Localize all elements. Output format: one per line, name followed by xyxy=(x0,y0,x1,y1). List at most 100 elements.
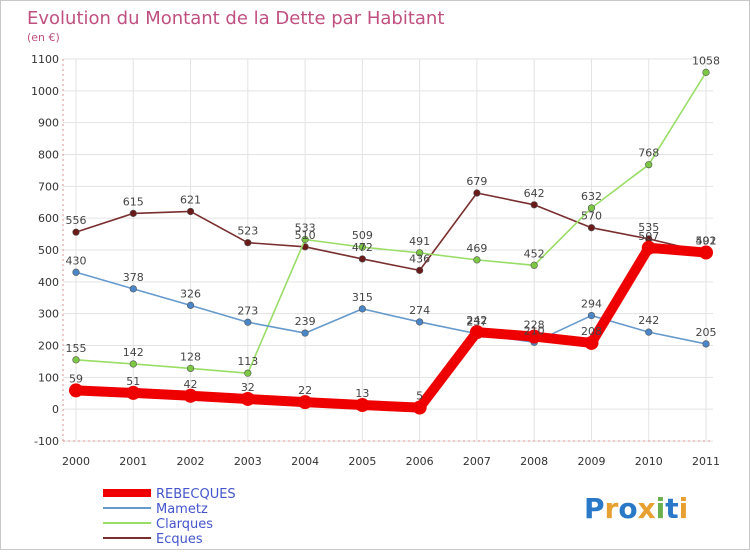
logo-letter: t xyxy=(665,492,678,525)
data-label-ecques: 679 xyxy=(466,175,487,188)
data-point-rebecques xyxy=(240,391,255,406)
series-line-ecques xyxy=(75,192,707,272)
logo-letter: r xyxy=(605,492,619,525)
x-tick-label: 2009 xyxy=(577,455,605,468)
y-tick-label: 800 xyxy=(38,149,59,162)
data-label-mametz: 237 xyxy=(466,316,487,329)
data-point-clarques xyxy=(72,356,80,364)
x-tick-label: 2002 xyxy=(177,455,205,468)
data-point-mametz xyxy=(186,301,195,309)
data-point-mametz xyxy=(358,305,366,313)
data-label-clarques: 768 xyxy=(638,147,659,160)
data-point-rebecques xyxy=(69,383,83,398)
y-tick-label: 300 xyxy=(38,308,59,321)
axes-group: -100 0 100 200 300 400 500 600 700 800 900 1000 1100… xyxy=(31,53,720,468)
data-point-mametz xyxy=(244,318,252,326)
data-label-rebecques: 208 xyxy=(581,325,602,338)
logo-letter: i xyxy=(679,492,689,525)
y-tick-label: 600 xyxy=(38,212,59,225)
y-tick-label: 700 xyxy=(38,180,59,193)
data-label-rebecques: 228 xyxy=(524,319,545,332)
data-label-mametz: 430 xyxy=(66,254,87,267)
y-tick-label: -100 xyxy=(34,435,59,448)
logo-letter: i xyxy=(656,492,666,525)
logo-letter: P xyxy=(584,492,605,525)
y-tick-label: 500 xyxy=(38,244,59,257)
x-tick-label: 2010 xyxy=(635,455,663,468)
series-line-rebecques xyxy=(71,242,711,413)
logo-letter: o xyxy=(618,492,637,525)
data-label-ecques: 472 xyxy=(352,241,373,254)
data-point-rebecques xyxy=(412,400,427,415)
data-label-clarques: 142 xyxy=(123,346,144,359)
data-label-mametz: 273 xyxy=(237,304,258,317)
x-tick-label: 2011 xyxy=(692,455,720,468)
data-point-ecques xyxy=(358,255,366,263)
data-labels-layer: 556 615 621 523 510 472 436 679 642 570 535 501 155 1… xyxy=(66,54,721,402)
data-point-clarques xyxy=(129,360,137,368)
data-point-mametz xyxy=(301,329,309,337)
x-tick-label: 2001 xyxy=(119,455,147,468)
data-point-rebecques xyxy=(641,240,656,255)
legend-label-mametz: Mametz xyxy=(156,502,208,517)
series-line-clarques xyxy=(75,71,707,374)
x-tick-label: 2008 xyxy=(520,455,548,468)
legend-label-ecques: Ecques xyxy=(156,532,203,547)
y-tick-label: 1000 xyxy=(31,85,59,98)
data-label-ecques: 556 xyxy=(66,214,87,227)
data-label-rebecques: 22 xyxy=(298,384,312,397)
data-point-rebecques xyxy=(298,395,313,410)
x-tick-label: 2003 xyxy=(234,455,262,468)
data-label-mametz: 239 xyxy=(295,315,316,328)
data-point-ecques xyxy=(72,228,80,236)
x-tick-label: 2000 xyxy=(62,455,90,468)
data-label-rebecques: 42 xyxy=(184,378,198,391)
data-label-clarques: 113 xyxy=(237,355,258,368)
data-label-rebecques: 507 xyxy=(638,230,659,243)
x-tick-label: 2005 xyxy=(348,455,376,468)
data-label-clarques: 155 xyxy=(66,342,87,355)
data-label-ecques: 570 xyxy=(581,210,602,223)
data-point-ecques xyxy=(186,207,195,216)
data-point-rebecques xyxy=(469,325,484,340)
data-label-ecques: 523 xyxy=(237,225,258,238)
data-label-rebecques: 13 xyxy=(355,387,369,400)
legend-label-clarques: Clarques xyxy=(156,517,213,532)
data-label-mametz: 315 xyxy=(352,291,373,304)
y-tick-label: 200 xyxy=(38,340,59,353)
data-label-clarques: 1058 xyxy=(692,54,720,67)
data-point-mametz xyxy=(702,340,710,348)
data-point-mametz xyxy=(129,285,137,293)
data-label-mametz: 242 xyxy=(638,314,659,327)
data-point-rebecques xyxy=(355,398,370,413)
data-label-clarques: 533 xyxy=(295,221,316,234)
data-point-ecques xyxy=(473,189,481,197)
data-point-clarques xyxy=(587,204,596,212)
data-point-rebecques xyxy=(699,245,713,260)
data-point-clarques xyxy=(702,68,710,76)
data-point-clarques xyxy=(186,364,195,373)
data-label-rebecques: 51 xyxy=(126,375,140,388)
data-point-rebecques xyxy=(126,385,141,400)
data-point-mametz xyxy=(587,311,596,320)
x-tick-label: 2006 xyxy=(406,455,434,468)
data-label-rebecques: 59 xyxy=(69,372,83,385)
data-label-mametz: 294 xyxy=(581,298,602,311)
data-point-clarques xyxy=(416,249,424,257)
data-label-mametz: 326 xyxy=(180,287,201,300)
y-tick-label: 400 xyxy=(38,276,59,289)
data-point-ecques xyxy=(244,239,252,247)
legend-label-rebecques: REBECQUES xyxy=(156,487,236,502)
y-tick-label: 100 xyxy=(38,371,59,384)
data-point-mametz xyxy=(416,318,424,326)
y-tick-label: 1100 xyxy=(31,53,59,66)
data-label-ecques: 501 xyxy=(696,235,717,248)
data-point-ecques xyxy=(587,224,596,232)
logo-letter: x xyxy=(638,492,656,525)
data-label-clarques: 509 xyxy=(352,229,373,242)
x-tick-label: 2007 xyxy=(463,455,491,468)
data-label-ecques: 510 xyxy=(295,229,316,242)
data-label-rebecques: 492 xyxy=(696,235,717,248)
